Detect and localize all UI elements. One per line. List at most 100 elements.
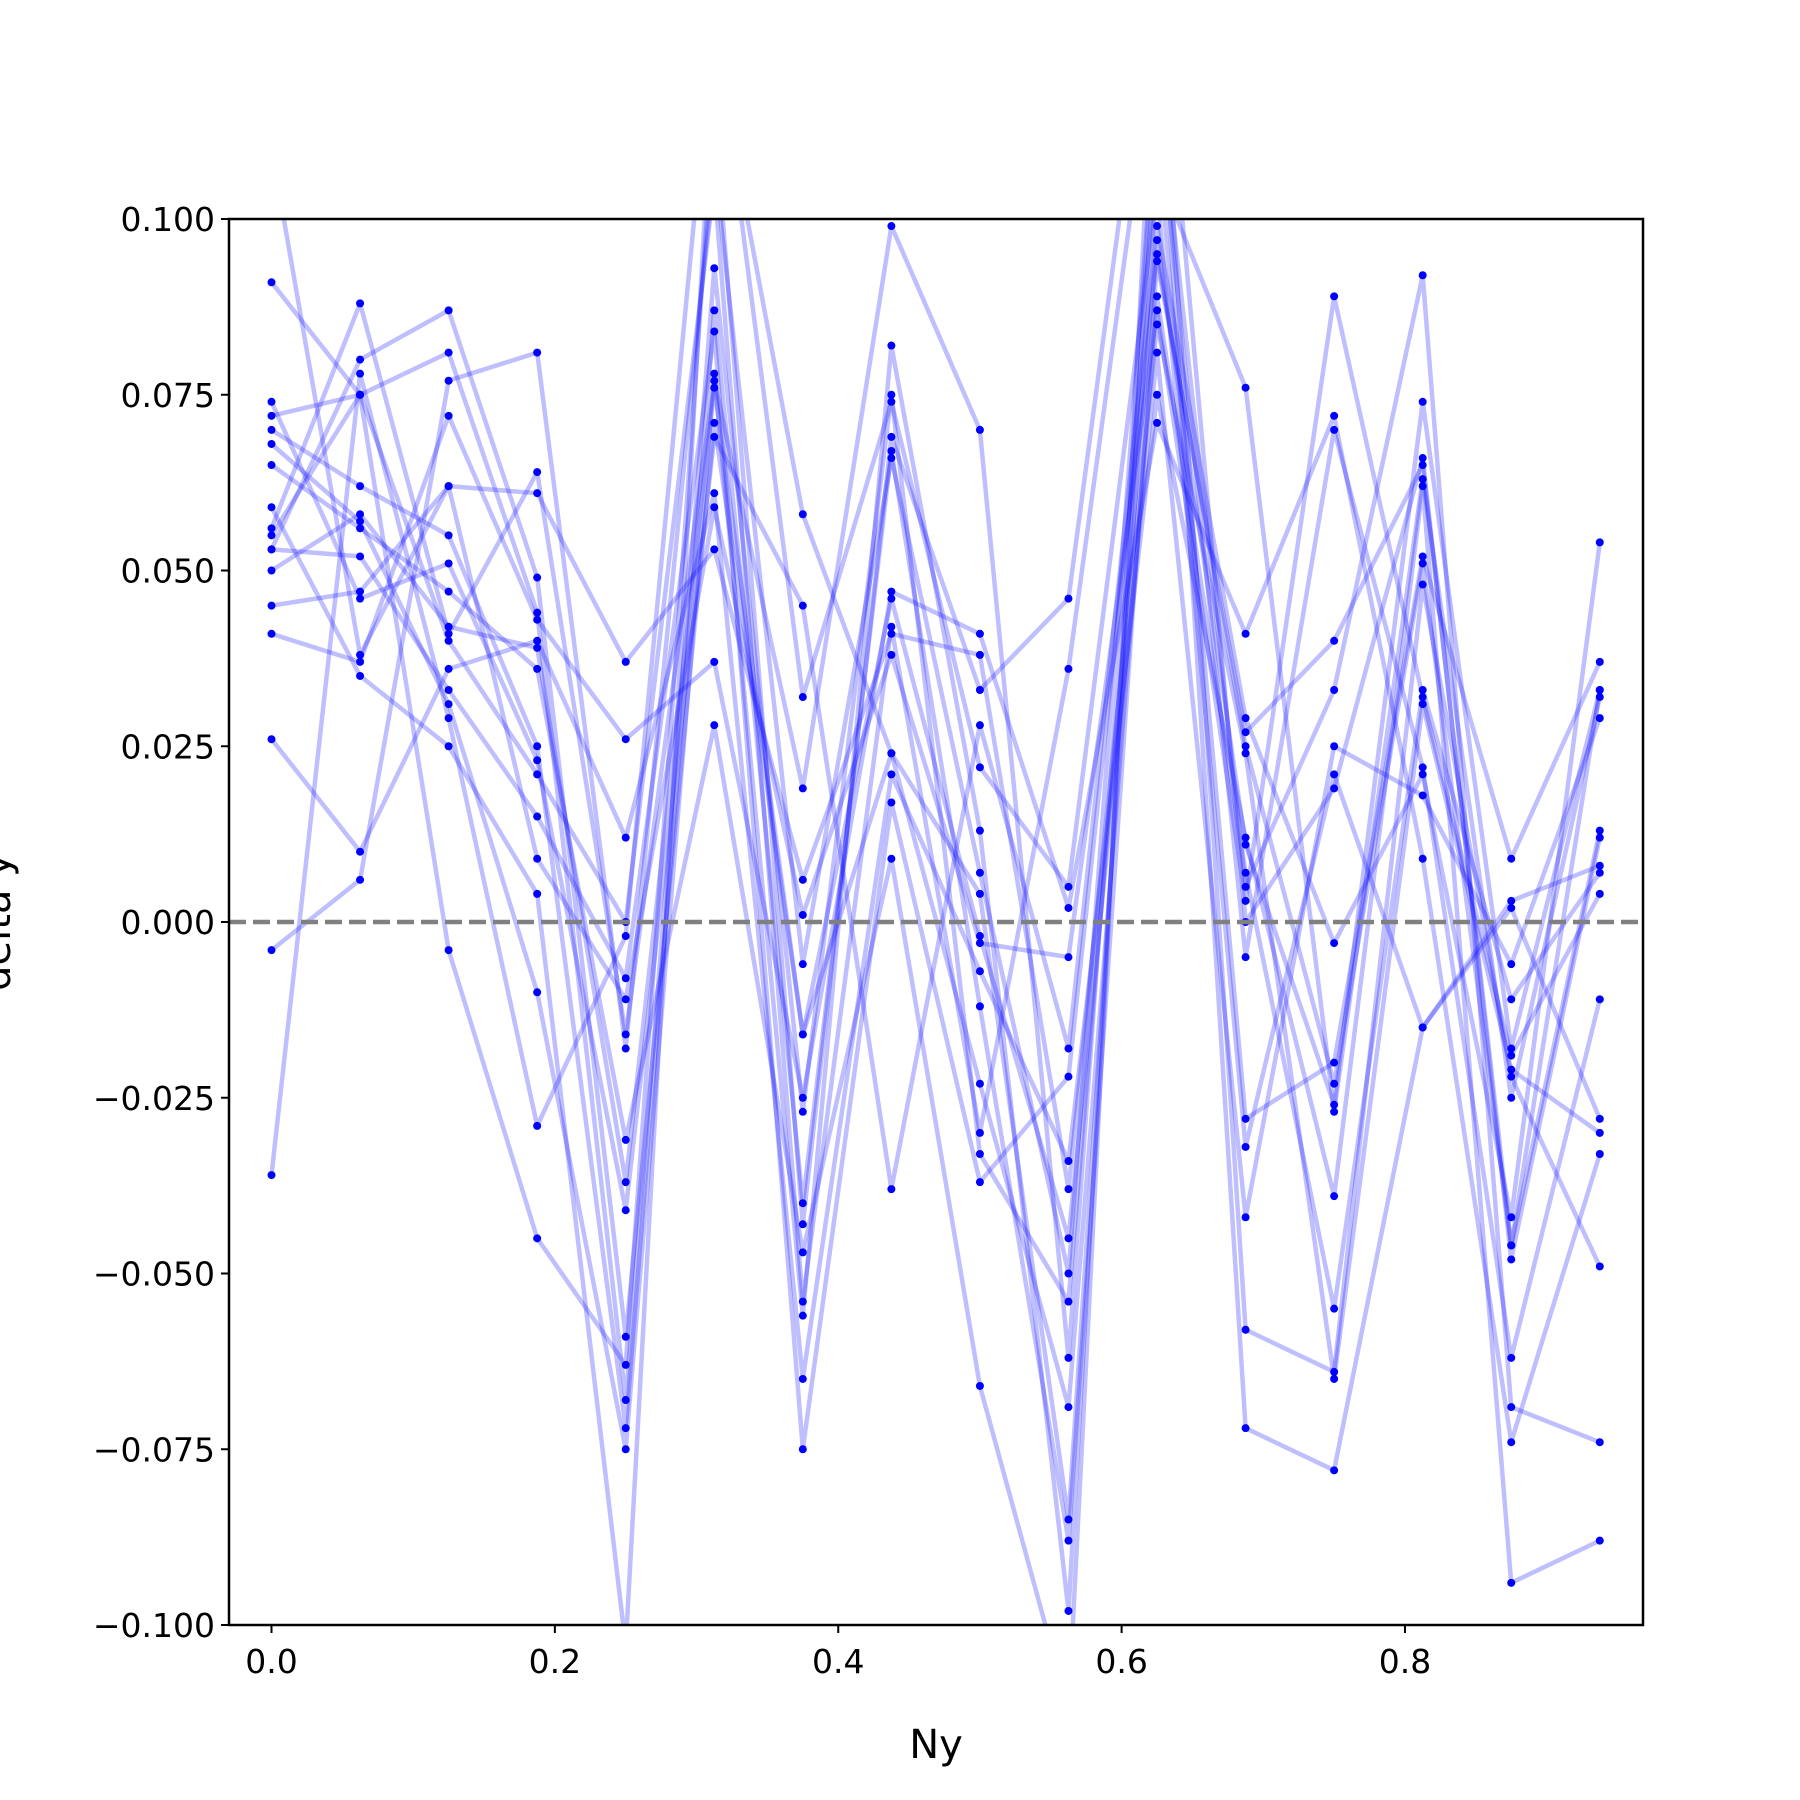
data-point (444, 636, 453, 645)
data-point (444, 714, 453, 723)
data-point (444, 587, 453, 596)
data-point (1330, 1100, 1339, 1109)
data-point (1330, 1466, 1339, 1475)
y-tick-label: −0.075 (93, 1430, 215, 1469)
data-point (710, 369, 719, 378)
y-tick-label: −0.100 (93, 1606, 215, 1645)
data-point (1330, 784, 1339, 793)
data-point (444, 700, 453, 709)
data-point (1064, 953, 1073, 962)
data-point (267, 411, 276, 420)
data-point (621, 1424, 630, 1433)
data-point (1153, 390, 1162, 399)
data-point (1064, 1606, 1073, 1615)
data-point (1418, 559, 1427, 568)
data-point (444, 376, 453, 385)
data-point (1418, 770, 1427, 779)
data-point (621, 1360, 630, 1369)
data-point (1507, 1241, 1516, 1250)
data-point (1330, 1374, 1339, 1383)
data-point (1418, 475, 1427, 484)
data-point (356, 657, 365, 666)
data-point (1064, 1536, 1073, 1545)
data-point (1507, 1044, 1516, 1053)
data-point (975, 629, 984, 638)
data-point (1595, 538, 1604, 547)
data-point (444, 482, 453, 491)
data-point (887, 587, 896, 596)
series-line (269, 219, 1603, 1368)
data-point (267, 735, 276, 744)
data-point (1330, 686, 1339, 695)
data-point (356, 587, 365, 596)
data-point (621, 1044, 630, 1053)
data-point (533, 468, 542, 477)
data-point (1064, 1353, 1073, 1362)
data-point (1507, 903, 1516, 912)
data-point (887, 629, 896, 638)
data-point (267, 1171, 276, 1180)
data-point (975, 650, 984, 659)
data-point (975, 826, 984, 835)
data-point (798, 1374, 807, 1383)
data-point (1507, 1072, 1516, 1081)
data-point (533, 988, 542, 997)
data-point (975, 1149, 984, 1158)
data-point (533, 756, 542, 765)
data-point (975, 868, 984, 877)
data-point (1507, 1403, 1516, 1412)
series-line (269, 219, 1602, 1361)
data-point (267, 601, 276, 610)
x-tick-label: 0.6 (1095, 1642, 1147, 1681)
y-tick-label: 0.100 (121, 200, 215, 239)
data-point (1418, 454, 1427, 463)
data-point (1595, 1536, 1604, 1545)
data-point (533, 348, 542, 357)
data-point (887, 454, 896, 463)
data-point (267, 566, 276, 575)
data-point (798, 510, 807, 519)
data-point (710, 657, 719, 666)
data-point (533, 636, 542, 645)
data-point (621, 1206, 630, 1215)
data-point (1595, 995, 1604, 1004)
data-point (356, 847, 365, 856)
data-point (1595, 1262, 1604, 1271)
data-point (533, 770, 542, 779)
data-point (621, 735, 630, 744)
x-axis-label: Ny (909, 1722, 963, 1768)
data-point (533, 812, 542, 821)
data-point (1595, 686, 1604, 695)
data-point (887, 594, 896, 603)
data-point (1330, 770, 1339, 779)
data-point (1418, 580, 1427, 589)
data-point (1418, 482, 1427, 491)
data-point (533, 1234, 542, 1243)
data-point (1418, 461, 1427, 470)
data-point (1330, 742, 1339, 751)
data-point (267, 531, 276, 540)
data-point (1418, 693, 1427, 702)
data-point (533, 643, 542, 652)
data-point (1064, 594, 1073, 603)
data-point (887, 397, 896, 406)
data-point (798, 960, 807, 969)
series-line (270, 219, 1602, 1361)
data-point (356, 524, 365, 533)
data-point (1153, 306, 1162, 315)
data-point (1507, 1093, 1516, 1102)
data-point (1330, 1367, 1339, 1376)
data-point (1595, 833, 1604, 842)
data-point (710, 418, 719, 427)
data-point (1064, 1157, 1073, 1166)
data-point (798, 784, 807, 793)
data-point (1153, 250, 1162, 259)
data-point (1418, 700, 1427, 709)
series-line (269, 308, 1602, 1340)
data-point (798, 1107, 807, 1116)
data-point (1507, 896, 1516, 905)
data-point (1064, 1185, 1073, 1194)
data-point (444, 531, 453, 540)
data-point (798, 875, 807, 884)
